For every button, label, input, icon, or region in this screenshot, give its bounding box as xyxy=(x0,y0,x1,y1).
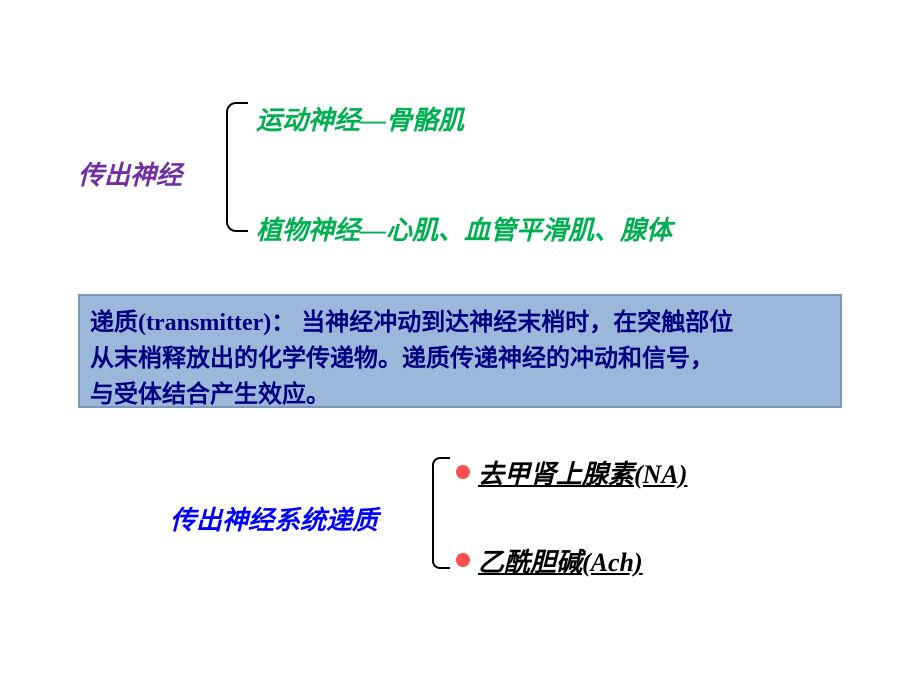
definition-line-2: 从末梢释放出的化学传递物。递质传递神经的冲动和信号， xyxy=(90,338,714,373)
transmitter-system-label: 传出神经系统递质 xyxy=(170,500,378,537)
efferent-nerve-label: 传出神经 xyxy=(78,155,182,192)
bullet-icon xyxy=(456,465,470,479)
bracket-bottom xyxy=(432,457,450,569)
autonomic-nerve-label: 植物神经—心肌、血管平滑肌、腺体 xyxy=(256,210,672,247)
noradrenaline-label: 去甲肾上腺素(NA) xyxy=(478,454,687,491)
bullet-icon xyxy=(456,553,470,567)
acetylcholine-label: 乙酰胆碱(Ach) xyxy=(478,542,643,579)
definition-box: 递质(transmitter)： 当神经冲动到达神经末梢时，在突触部位 从末梢释… xyxy=(78,294,842,408)
motor-nerve-label: 运动神经—骨骼肌 xyxy=(256,100,464,137)
definition-line-1: 递质(transmitter)： 当神经冲动到达神经末梢时，在突触部位 xyxy=(90,302,733,337)
definition-line-3: 与受体结合产生效应。 xyxy=(90,374,330,409)
bracket-top xyxy=(226,102,248,232)
